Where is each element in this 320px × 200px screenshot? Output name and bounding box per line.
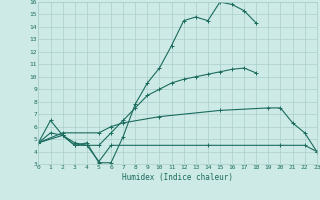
X-axis label: Humidex (Indice chaleur): Humidex (Indice chaleur) <box>122 173 233 182</box>
